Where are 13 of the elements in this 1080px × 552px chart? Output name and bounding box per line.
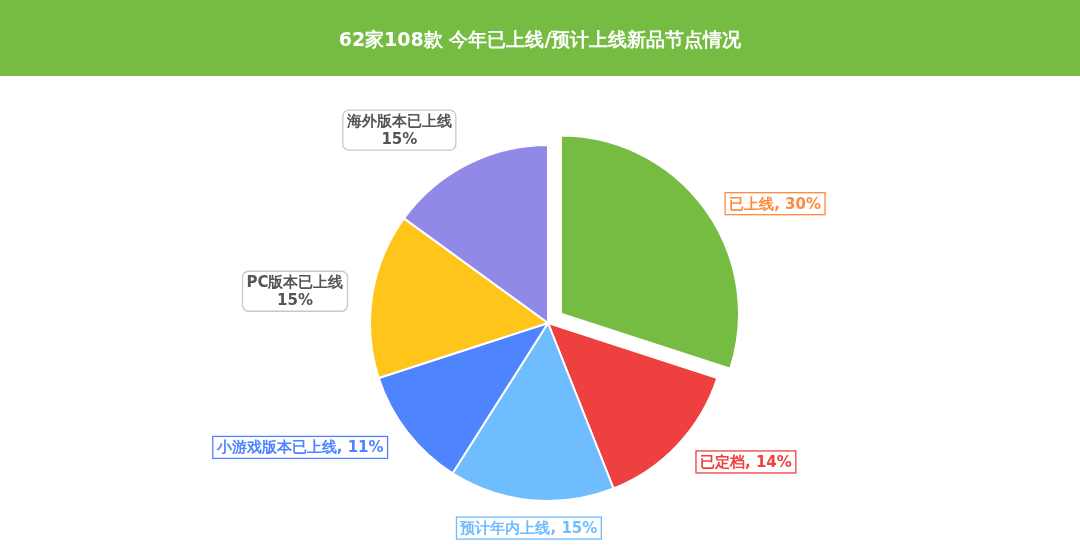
slice-label: 海外版本已上线 <box>345 112 452 131</box>
slice-label: 已定档 <box>699 452 745 471</box>
data-label: 15% <box>381 130 418 149</box>
slice-label: PC版本已上线 <box>246 273 344 292</box>
chart-title: 62家108款 今年已上线/预计上线新品节点情况 <box>338 28 743 50</box>
data-label: , 11% <box>336 438 384 457</box>
slice-label: 已上线 <box>729 194 775 213</box>
data-label: , 15% <box>550 519 598 538</box>
data-label: , 30% <box>774 194 821 213</box>
slice-label: 小游戏版本已上线 <box>215 438 337 457</box>
data-label: , 14% <box>744 452 792 471</box>
data-label: 15% <box>277 291 313 310</box>
slice-label: 预计年内上线 <box>459 519 551 538</box>
